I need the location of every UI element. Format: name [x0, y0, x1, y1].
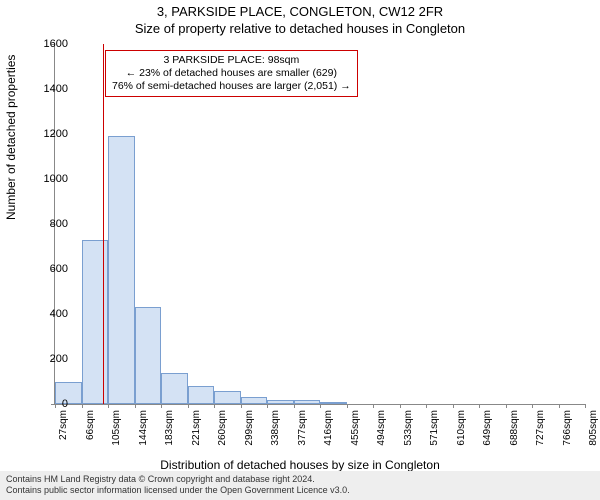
x-tick-label: 105sqm [111, 410, 122, 446]
x-tick-label: 533sqm [403, 410, 414, 446]
x-tick-label: 221sqm [191, 410, 202, 446]
histogram-bar [214, 391, 241, 405]
title-line-1: 3, PARKSIDE PLACE, CONGLETON, CW12 2FR [0, 0, 600, 19]
x-tick-label: 299sqm [244, 410, 255, 446]
y-tick-label: 0 [28, 398, 68, 410]
x-tick-label: 338sqm [270, 410, 281, 446]
annotation-line: 76% of semi-detached houses are larger (… [112, 80, 351, 93]
x-tick-label: 610sqm [456, 410, 467, 446]
histogram-bar [161, 373, 188, 405]
chart-container: 3, PARKSIDE PLACE, CONGLETON, CW12 2FR S… [0, 0, 600, 500]
y-tick-label: 1600 [28, 38, 68, 50]
histogram-bar [267, 400, 294, 405]
footer-line-2: Contains public sector information licen… [6, 485, 594, 497]
title-line-2: Size of property relative to detached ho… [0, 19, 600, 36]
histogram-bar [188, 386, 215, 404]
x-tick-label: 727sqm [535, 410, 546, 446]
annotation-line: ← 23% of detached houses are smaller (62… [112, 67, 351, 80]
plot-area: 27sqm66sqm105sqm144sqm183sqm221sqm260sqm… [54, 44, 585, 405]
y-tick-label: 400 [28, 308, 68, 320]
x-tick-label: 377sqm [297, 410, 308, 446]
x-tick-label: 183sqm [164, 410, 175, 446]
y-axis-label: Number of detached properties [4, 55, 18, 220]
x-tick-label: 805sqm [588, 410, 599, 446]
x-tick-label: 66sqm [85, 410, 96, 440]
x-tick-label: 455sqm [350, 410, 361, 446]
y-tick-label: 600 [28, 263, 68, 275]
x-tick-label: 27sqm [58, 410, 69, 440]
annotation-callout: 3 PARKSIDE PLACE: 98sqm← 23% of detached… [105, 50, 358, 97]
histogram-bar [241, 397, 268, 404]
histogram-bar [294, 400, 321, 405]
x-tick-label: 416sqm [323, 410, 334, 446]
x-tick-label: 688sqm [509, 410, 520, 446]
y-tick-label: 1400 [28, 83, 68, 95]
x-tick-label: 494sqm [376, 410, 387, 446]
x-tick-label: 260sqm [217, 410, 228, 446]
y-tick-label: 800 [28, 218, 68, 230]
property-marker-line [103, 44, 104, 404]
y-tick-label: 1200 [28, 128, 68, 140]
histogram-bar [320, 402, 347, 404]
y-tick-label: 1000 [28, 173, 68, 185]
histogram-bar [108, 136, 135, 404]
y-tick-label: 200 [28, 353, 68, 365]
annotation-line: 3 PARKSIDE PLACE: 98sqm [112, 54, 351, 67]
footer-line-1: Contains HM Land Registry data © Crown c… [6, 474, 594, 486]
x-tick-label: 649sqm [482, 410, 493, 446]
x-tick-label: 144sqm [138, 410, 149, 446]
x-tick-label: 571sqm [429, 410, 440, 446]
x-tick-label: 766sqm [562, 410, 573, 446]
histogram-bar [135, 307, 162, 404]
attribution-footer: Contains HM Land Registry data © Crown c… [0, 471, 600, 500]
